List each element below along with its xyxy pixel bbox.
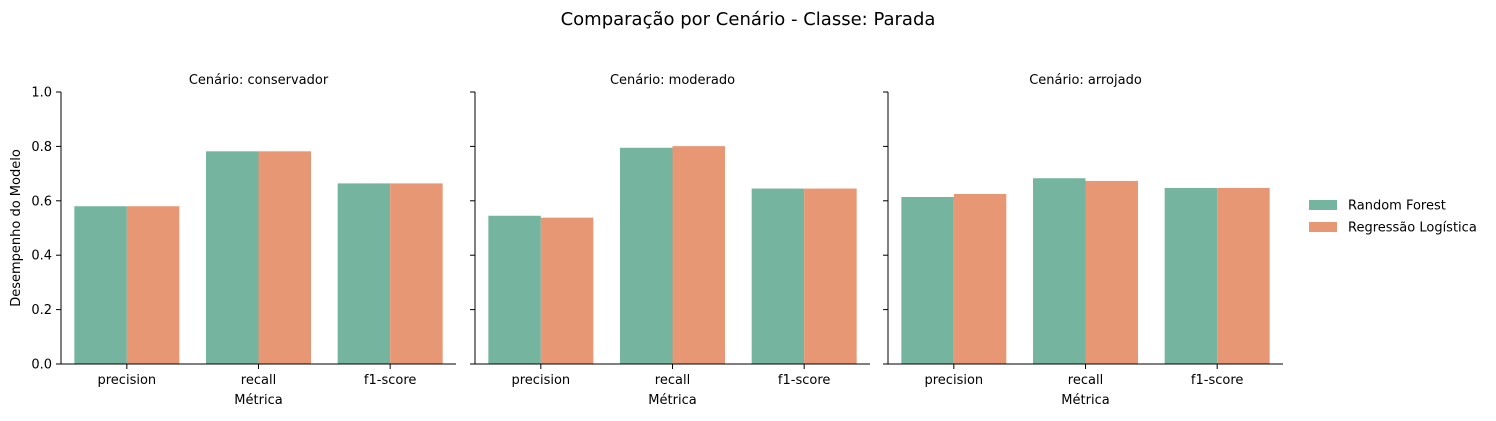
x-tick-label: precision [512, 373, 571, 388]
bar [620, 147, 673, 364]
x-tick-label: f1-score [778, 373, 830, 388]
legend: Random Forest Regressão Logística [1309, 199, 1477, 236]
legend-item: Random Forest [1309, 199, 1446, 214]
x-axis-label: Métrica [1061, 393, 1109, 408]
x-tick-label: precision [98, 373, 157, 388]
bar [1085, 180, 1138, 364]
bar [126, 206, 180, 364]
bar [337, 183, 391, 364]
bar [488, 215, 541, 364]
x-tick-label: f1-score [1191, 373, 1243, 388]
y-tick-label: 0.4 [31, 249, 52, 264]
bar [206, 151, 259, 364]
bar [258, 151, 311, 364]
bar [390, 183, 443, 364]
panel-title: Cenário: moderado [610, 73, 735, 88]
legend-label: Random Forest [1348, 199, 1446, 214]
bar [540, 217, 594, 364]
legend-item: Regressão Logística [1309, 221, 1477, 236]
panel-0: Cenário: conservador 0.0 0.2 0.4 0.6 0.8 1.0 pr… [31, 73, 456, 408]
bar [1217, 188, 1270, 364]
bar [804, 188, 857, 364]
legend-label: Regressão Logística [1348, 221, 1477, 236]
panel-title: Cenário: arrojado [1029, 73, 1142, 88]
chart-title: Comparação por Cenário - Classe: Parada [561, 9, 936, 30]
y-tick-label: 0.8 [31, 140, 52, 155]
legend-swatch [1309, 222, 1337, 232]
panel-title: Cenário: conservador [189, 73, 329, 88]
bar [751, 188, 805, 364]
panel-2: Cenário: arrojado precision recall f1-score… [883, 73, 1283, 408]
panels: Cenário: conservador 0.0 0.2 0.4 0.6 0.8 1.0 pr… [31, 73, 1283, 408]
y-tick-label: 0.2 [31, 303, 52, 318]
bar [953, 194, 1007, 364]
bar [672, 146, 725, 364]
y-tick-label: 0.6 [31, 194, 52, 209]
x-tick-label: recall [241, 373, 276, 388]
bar [1164, 188, 1218, 364]
bar [1033, 178, 1086, 364]
x-axis-label: Métrica [234, 393, 282, 408]
bar [74, 206, 127, 364]
x-axis-label: Métrica [648, 393, 696, 408]
legend-swatch [1309, 200, 1337, 210]
bar [901, 196, 954, 364]
x-tick-label: precision [925, 373, 984, 388]
x-tick-label: recall [655, 373, 690, 388]
y-axis-label: Desempenho do Modelo [9, 149, 24, 307]
y-tick-label: 0.0 [31, 358, 52, 373]
x-tick-label: f1-score [364, 373, 416, 388]
x-tick-label: recall [1068, 373, 1103, 388]
panel-1: Cenário: moderado precision recall f1-score… [470, 73, 870, 408]
y-tick-label: 1.0 [31, 86, 52, 101]
